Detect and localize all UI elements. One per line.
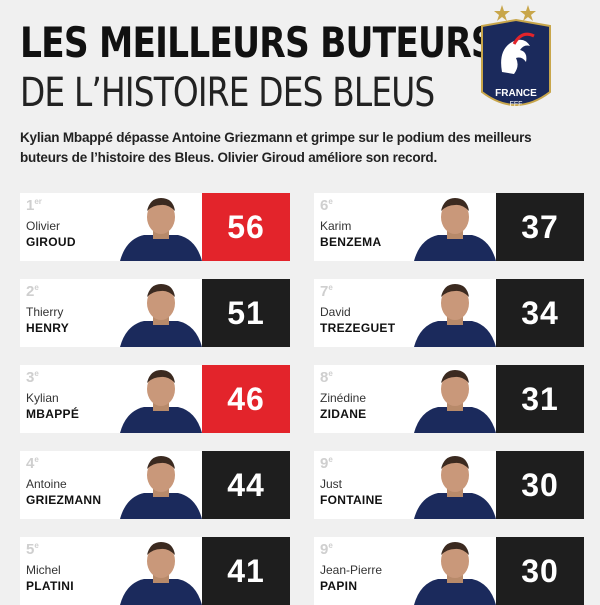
player-photo <box>120 284 202 347</box>
player-first-name: Antoine <box>26 477 67 491</box>
player-card: 4e Antoine GRIEZMANN 44 <box>20 451 290 519</box>
goals-count: 44 <box>202 451 290 519</box>
rank-label: 3e <box>26 369 39 386</box>
player-last-name: TREZEGUET <box>320 321 396 335</box>
rank-label: 9e <box>320 455 333 472</box>
player-card: 1er Olivier GIROUD 56 <box>20 193 290 261</box>
player-first-name: Kylian <box>26 391 59 405</box>
player-first-name: Jean-Pierre <box>320 563 383 577</box>
rank-label: 1er <box>26 197 42 214</box>
page-title: LES MEILLEURS BUTEURS <box>20 18 496 67</box>
goals-count: 30 <box>496 537 584 605</box>
player-photo <box>414 542 496 605</box>
player-last-name: MBAPPÉ <box>26 407 80 421</box>
player-last-name: ZIDANE <box>320 407 367 421</box>
rank-label: 2e <box>26 283 39 300</box>
player-photo <box>120 542 202 605</box>
player-photo <box>120 198 202 261</box>
rank-label: 5e <box>26 541 39 558</box>
player-first-name: Thierry <box>26 305 64 319</box>
player-last-name: GIROUD <box>26 235 76 249</box>
fff-crest-icon: FRANCE FFF <box>481 5 551 108</box>
goals-count: 31 <box>496 365 584 433</box>
player-last-name: PLATINI <box>26 579 74 593</box>
player-last-name: BENZEMA <box>320 235 382 249</box>
goals-count: 56 <box>202 193 290 261</box>
goals-count: 34 <box>496 279 584 347</box>
player-first-name: Just <box>320 477 343 491</box>
goals-count: 30 <box>496 451 584 519</box>
player-photo <box>120 456 202 519</box>
intro-text: Kylian Mbappé dépasse Antoine Griezmann … <box>20 130 532 165</box>
player-first-name: Michel <box>26 563 61 577</box>
player-first-name: Karim <box>320 219 352 233</box>
player-card: 8e Zinédine ZIDANE 31 <box>314 365 584 433</box>
player-card: 9e Jean-Pierre PAPIN 30 <box>314 537 584 605</box>
rank-label: 4e <box>26 455 39 472</box>
player-card: 3e Kylian MBAPPÉ 46 <box>20 365 290 433</box>
rank-label: 9e <box>320 541 333 558</box>
rank-label: 7e <box>320 283 333 300</box>
player-card: 7e David TREZEGUET 34 <box>314 279 584 347</box>
player-photo <box>414 456 496 519</box>
player-photo <box>414 198 496 261</box>
player-card: 6e Karim BENZEMA 37 <box>314 193 584 261</box>
goals-count: 41 <box>202 537 290 605</box>
player-photo <box>414 284 496 347</box>
player-last-name: PAPIN <box>320 579 358 593</box>
svg-text:FRANCE: FRANCE <box>495 88 537 99</box>
player-last-name: FONTAINE <box>320 493 383 507</box>
player-card: 9e Just FONTAINE 30 <box>314 451 584 519</box>
goals-count: 51 <box>202 279 290 347</box>
rank-label: 6e <box>320 197 333 214</box>
player-last-name: GRIEZMANN <box>26 493 102 507</box>
player-last-name: HENRY <box>26 321 70 335</box>
player-card: 2e Thierry HENRY 51 <box>20 279 290 347</box>
player-card: 5e Michel PLATINI 41 <box>20 537 290 605</box>
player-first-name: Zinédine <box>320 391 367 405</box>
goals-count: 46 <box>202 365 290 433</box>
player-first-name: Olivier <box>26 219 61 233</box>
page-subtitle: DE L’HISTOIRE DES BLEUS <box>20 70 435 116</box>
player-first-name: David <box>320 305 351 319</box>
player-photo <box>414 370 496 433</box>
player-photo <box>120 370 202 433</box>
rank-label: 8e <box>320 369 333 386</box>
goals-count: 37 <box>496 193 584 261</box>
svg-text:FFF: FFF <box>510 101 523 108</box>
